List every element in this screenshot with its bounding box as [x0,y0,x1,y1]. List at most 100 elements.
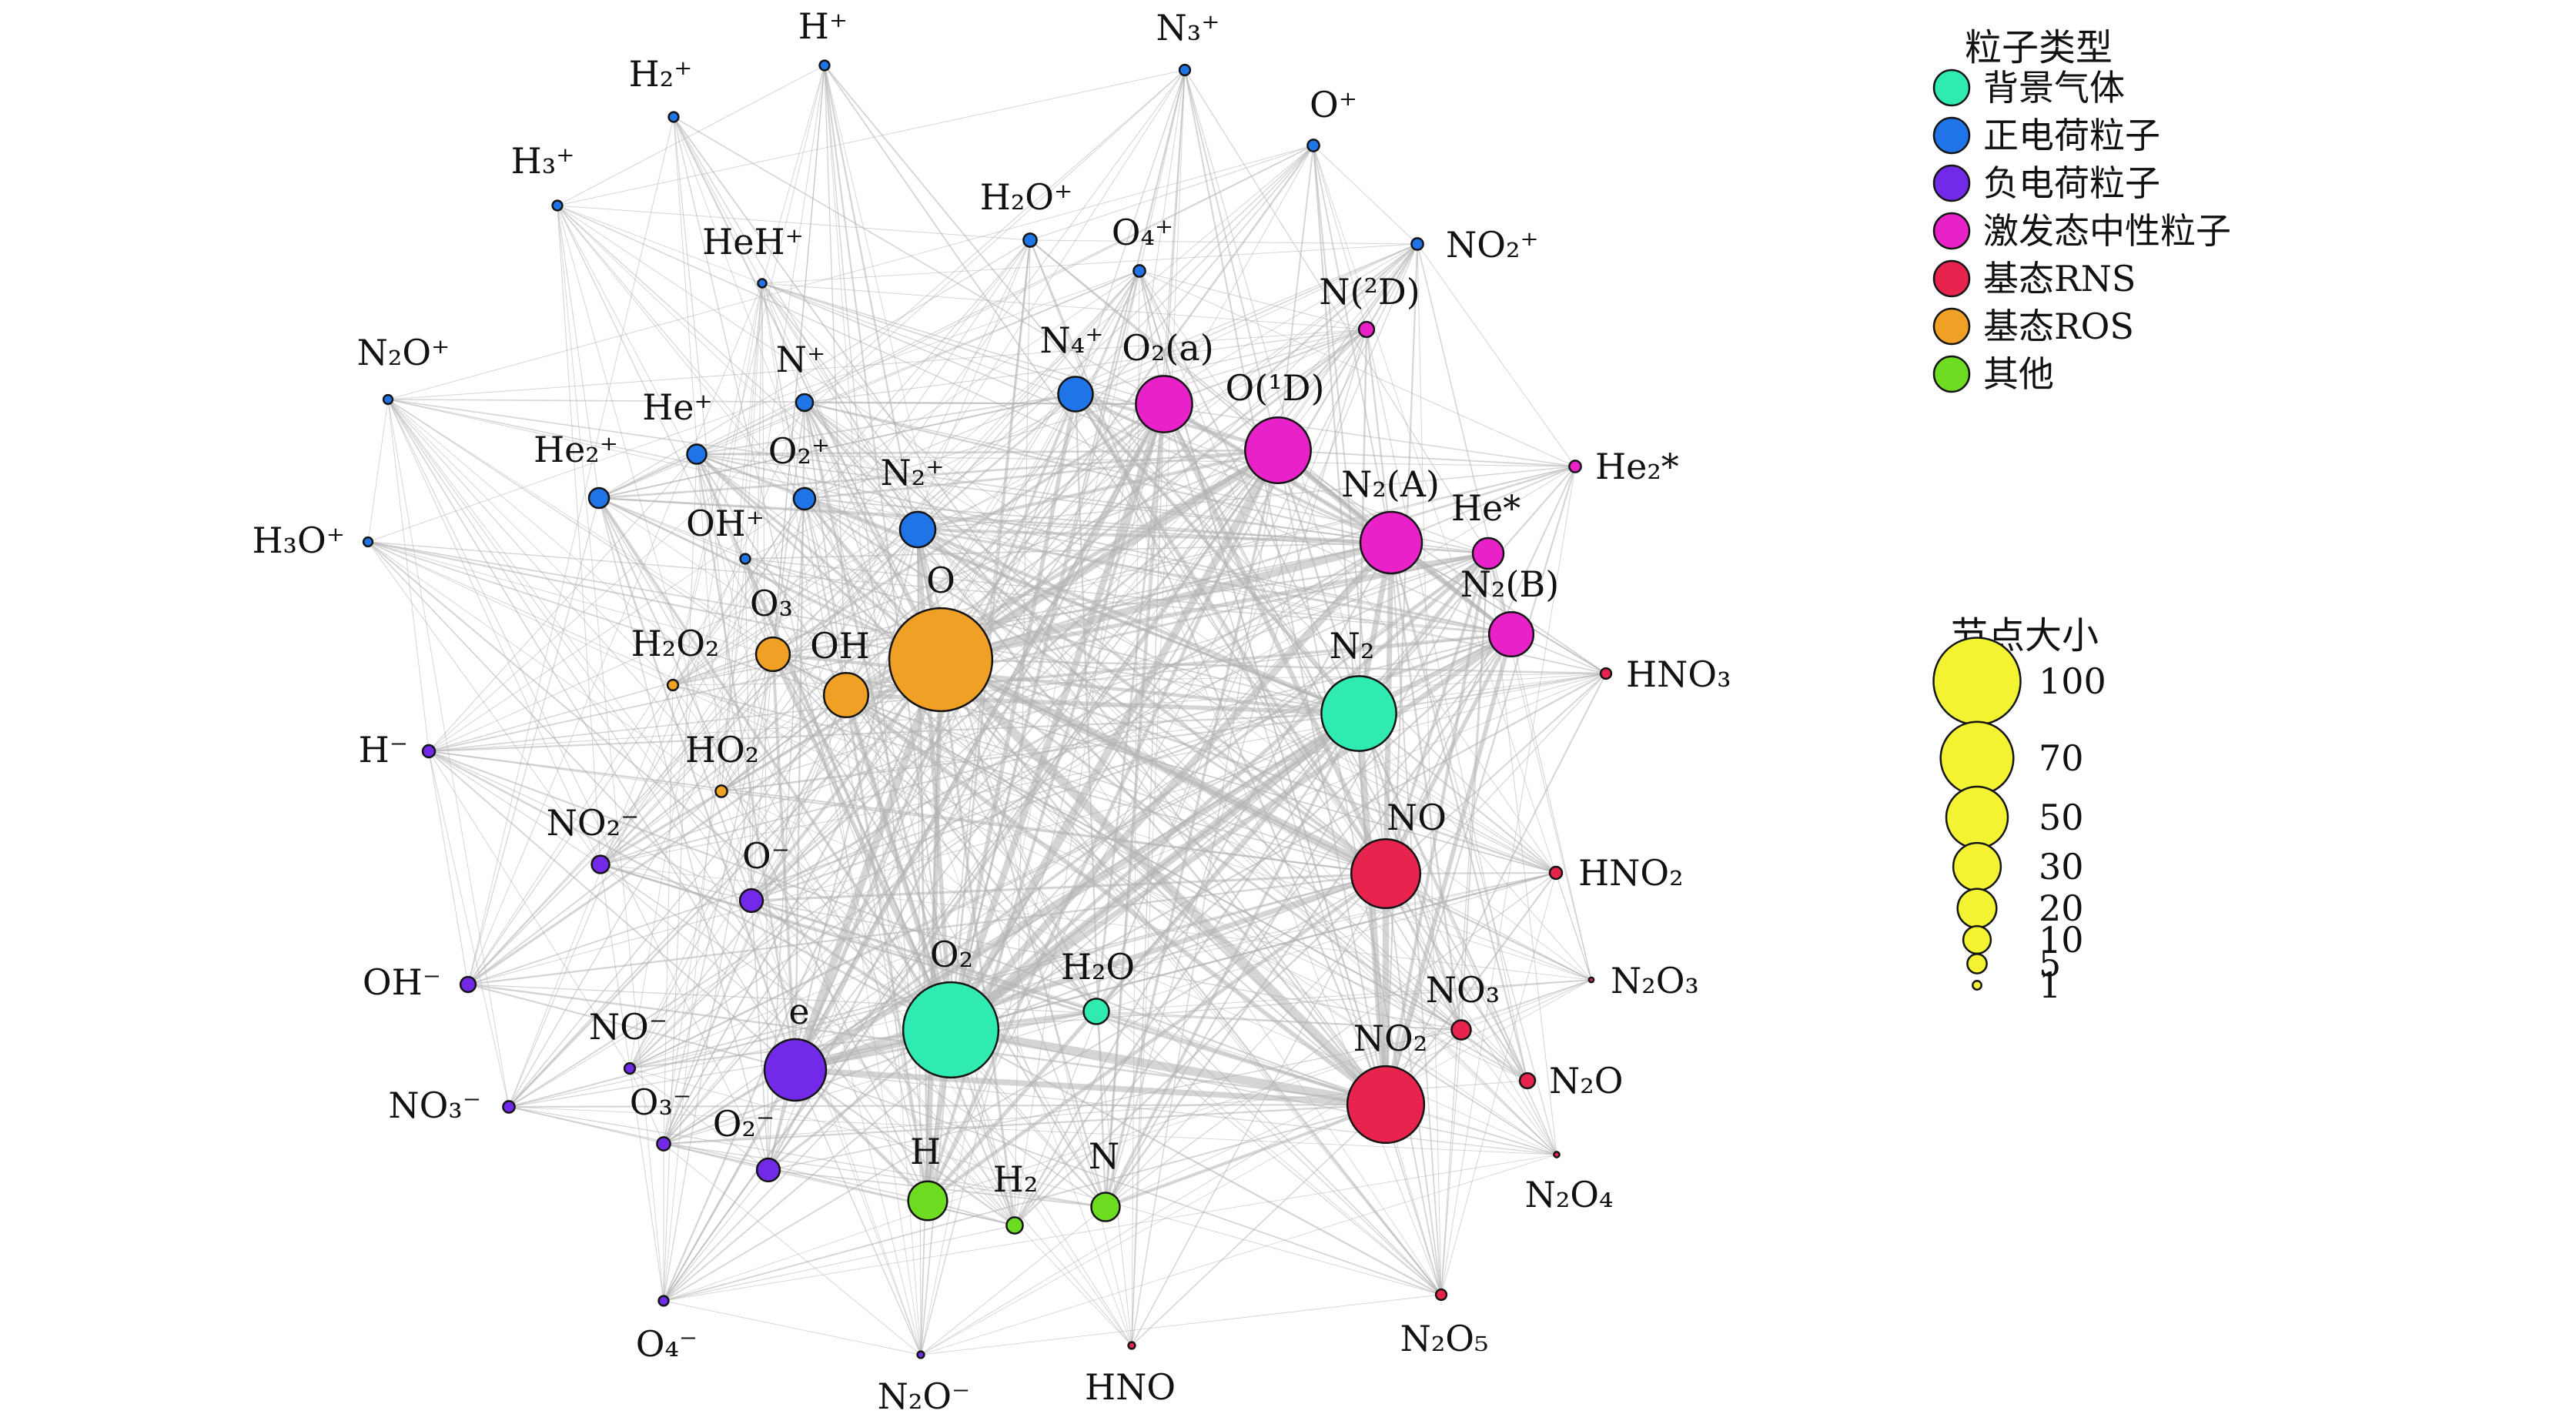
edge [920,1206,1106,1355]
node-oh_minus[interactable] [459,975,477,994]
edge [557,205,722,792]
edge [744,542,1392,560]
node-oh[interactable] [822,671,870,719]
edge [387,399,928,1202]
node-n2[interactable] [1320,675,1397,752]
node-label-n2a: N₂(A) [1341,463,1440,505]
edge [663,529,918,1145]
node-label-o4_minus: O₄⁻ [636,1323,698,1365]
edge [804,243,1418,500]
edge [600,658,942,866]
node-label-h2: H₂ [993,1158,1039,1200]
node-h2o2[interactable] [666,678,680,692]
node-heh_plus[interactable] [757,278,768,289]
node-n4_plus[interactable] [1057,376,1094,413]
edge [387,399,752,901]
node-n2a[interactable] [1359,510,1423,575]
node-he_plus[interactable] [686,443,708,465]
node-ho2[interactable] [714,784,728,798]
node-no3[interactable] [1450,1019,1472,1041]
node-o3_minus[interactable] [656,1136,671,1152]
edge [663,1300,922,1355]
node-n2b[interactable] [1487,610,1535,658]
edge [1131,873,1387,1346]
node-h2o_plus[interactable] [1022,232,1038,248]
node-n3_plus[interactable] [1178,63,1192,77]
node-o_minus[interactable] [738,887,764,914]
edge [1029,145,1314,241]
edge [557,205,1031,241]
edge [672,466,1576,686]
node-n2o_minus[interactable] [916,1350,925,1359]
edge [1075,145,1314,395]
node-h2_plus[interactable] [667,111,680,123]
node-n2_plus[interactable] [898,510,937,549]
node-n2o3[interactable] [1587,976,1595,984]
node-oh_plus[interactable] [739,553,751,565]
node-no2[interactable] [1346,1065,1426,1145]
edge [1075,69,1186,395]
node-e[interactable] [763,1038,828,1102]
node-o2_plus[interactable] [792,486,817,511]
node-n[interactable] [1090,1192,1121,1222]
edge [557,205,763,284]
node-o4_plus[interactable] [1132,264,1146,278]
node-hno[interactable] [1127,1341,1136,1350]
node-h2o[interactable] [1082,998,1110,1025]
edge [467,529,918,985]
node-n2o4[interactable] [1553,1151,1561,1158]
edge [1139,270,1367,330]
node-o2_minus[interactable] [755,1157,781,1183]
node-n2o[interactable] [1518,1071,1537,1090]
edge [1384,466,1577,1105]
edge [938,655,1388,878]
node-o2[interactable] [902,981,1000,1079]
node-h3_plus[interactable] [551,199,564,212]
edge [696,453,922,1355]
edge [428,329,1367,752]
edge [804,401,1165,406]
node-hno3[interactable] [1599,667,1613,680]
node-o[interactable] [888,607,994,713]
node-n2o_plus[interactable] [382,393,394,406]
node-n2d[interactable] [1357,320,1376,339]
edge [948,540,1394,1033]
node-no2_minus[interactable] [590,854,611,874]
node-o3[interactable] [754,636,791,673]
node-layer [362,59,1613,1359]
node-label-o2a: O₂(a) [1122,327,1213,369]
node-o4_minus[interactable] [657,1295,670,1307]
edge [1460,979,1592,1031]
node-o1d[interactable] [1244,416,1312,484]
edge [387,399,796,1071]
node-label-he_star: He* [1451,487,1521,529]
edge [467,497,600,985]
node-hno2[interactable] [1548,865,1564,881]
node-h3o_plus[interactable] [362,536,374,548]
node-label-hno: HNO [1085,1366,1176,1408]
node-no[interactable] [1350,837,1422,910]
node-h[interactable] [907,1180,948,1222]
edge [600,529,918,865]
node-o2a[interactable] [1135,375,1193,433]
size-legend-value-70: 70 [2039,737,2084,779]
node-h_plus[interactable] [818,59,831,72]
node-no_minus[interactable] [623,1061,637,1075]
edge [1075,393,1392,544]
node-he_star[interactable] [1471,537,1505,570]
legend-swatch-rns-icon [1932,259,1971,298]
node-no2_plus[interactable] [1410,237,1424,251]
edge [721,791,1387,874]
node-no3_minus[interactable] [502,1100,516,1114]
node-o_plus[interactable] [1306,139,1320,152]
edge [367,541,952,1031]
edge [629,713,1360,1069]
node-h2[interactable] [1005,1216,1024,1235]
node-n2o5[interactable] [1434,1288,1448,1302]
node-h_minus[interactable] [421,744,437,759]
node-he2_star[interactable] [1568,460,1582,473]
node-n_plus[interactable] [795,393,815,413]
node-he2_plus[interactable] [587,486,611,510]
edge [772,498,805,655]
edge [672,684,1592,981]
